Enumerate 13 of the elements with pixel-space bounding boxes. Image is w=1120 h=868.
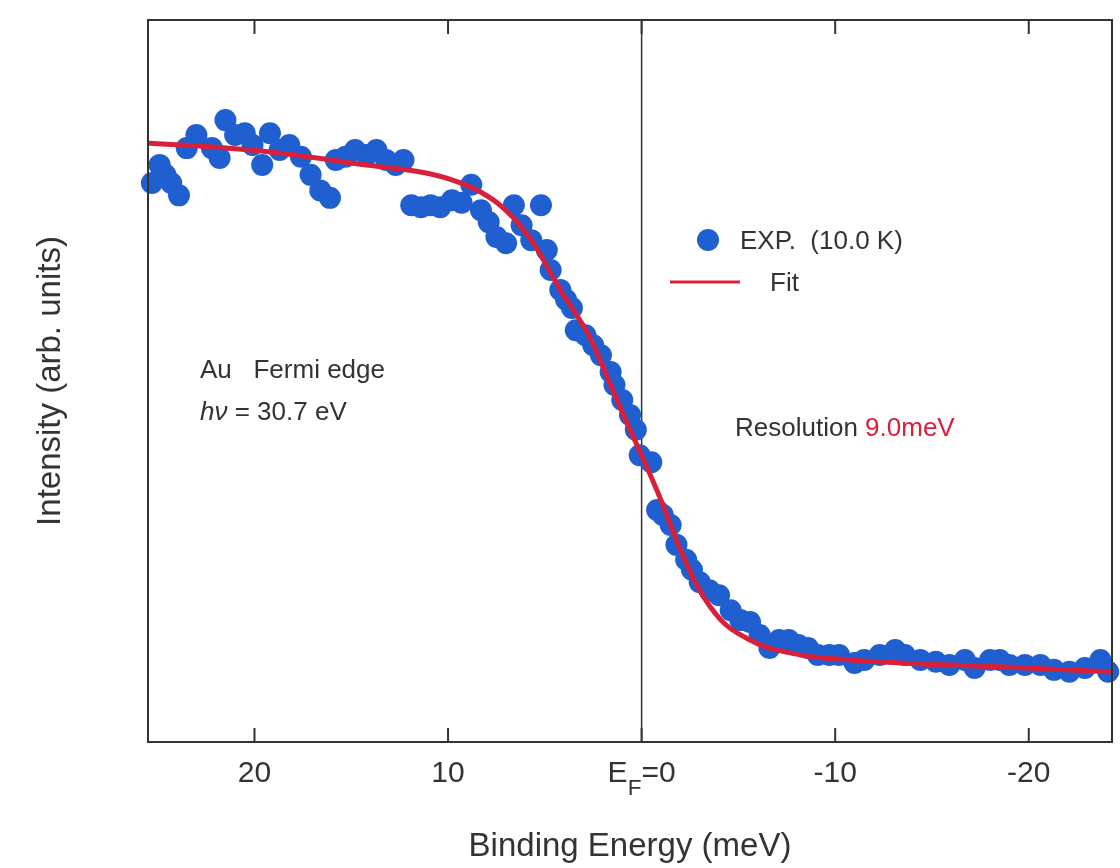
x-tick-label: -20 [1007,755,1051,788]
annotation: hν = 30.7 eV [200,396,348,426]
x-tick-label: 20 [237,755,272,788]
x-tick-label: 10 [431,755,465,788]
annotation: Au Fermi edge [200,354,385,384]
legend-label: Fit [770,267,800,297]
x-axis-title: Binding Energy (meV) [468,826,792,863]
x-tick-label: E$_{F}$=0 [607,755,676,800]
legend-label: EXP. (10.0 K) [740,225,903,255]
annotation: 9.0meV [857,412,956,442]
x-tick-label: -10 [813,755,857,788]
y-axis-title: Intensity (arb. units) [30,236,67,526]
annotation: Resolution [735,412,858,442]
